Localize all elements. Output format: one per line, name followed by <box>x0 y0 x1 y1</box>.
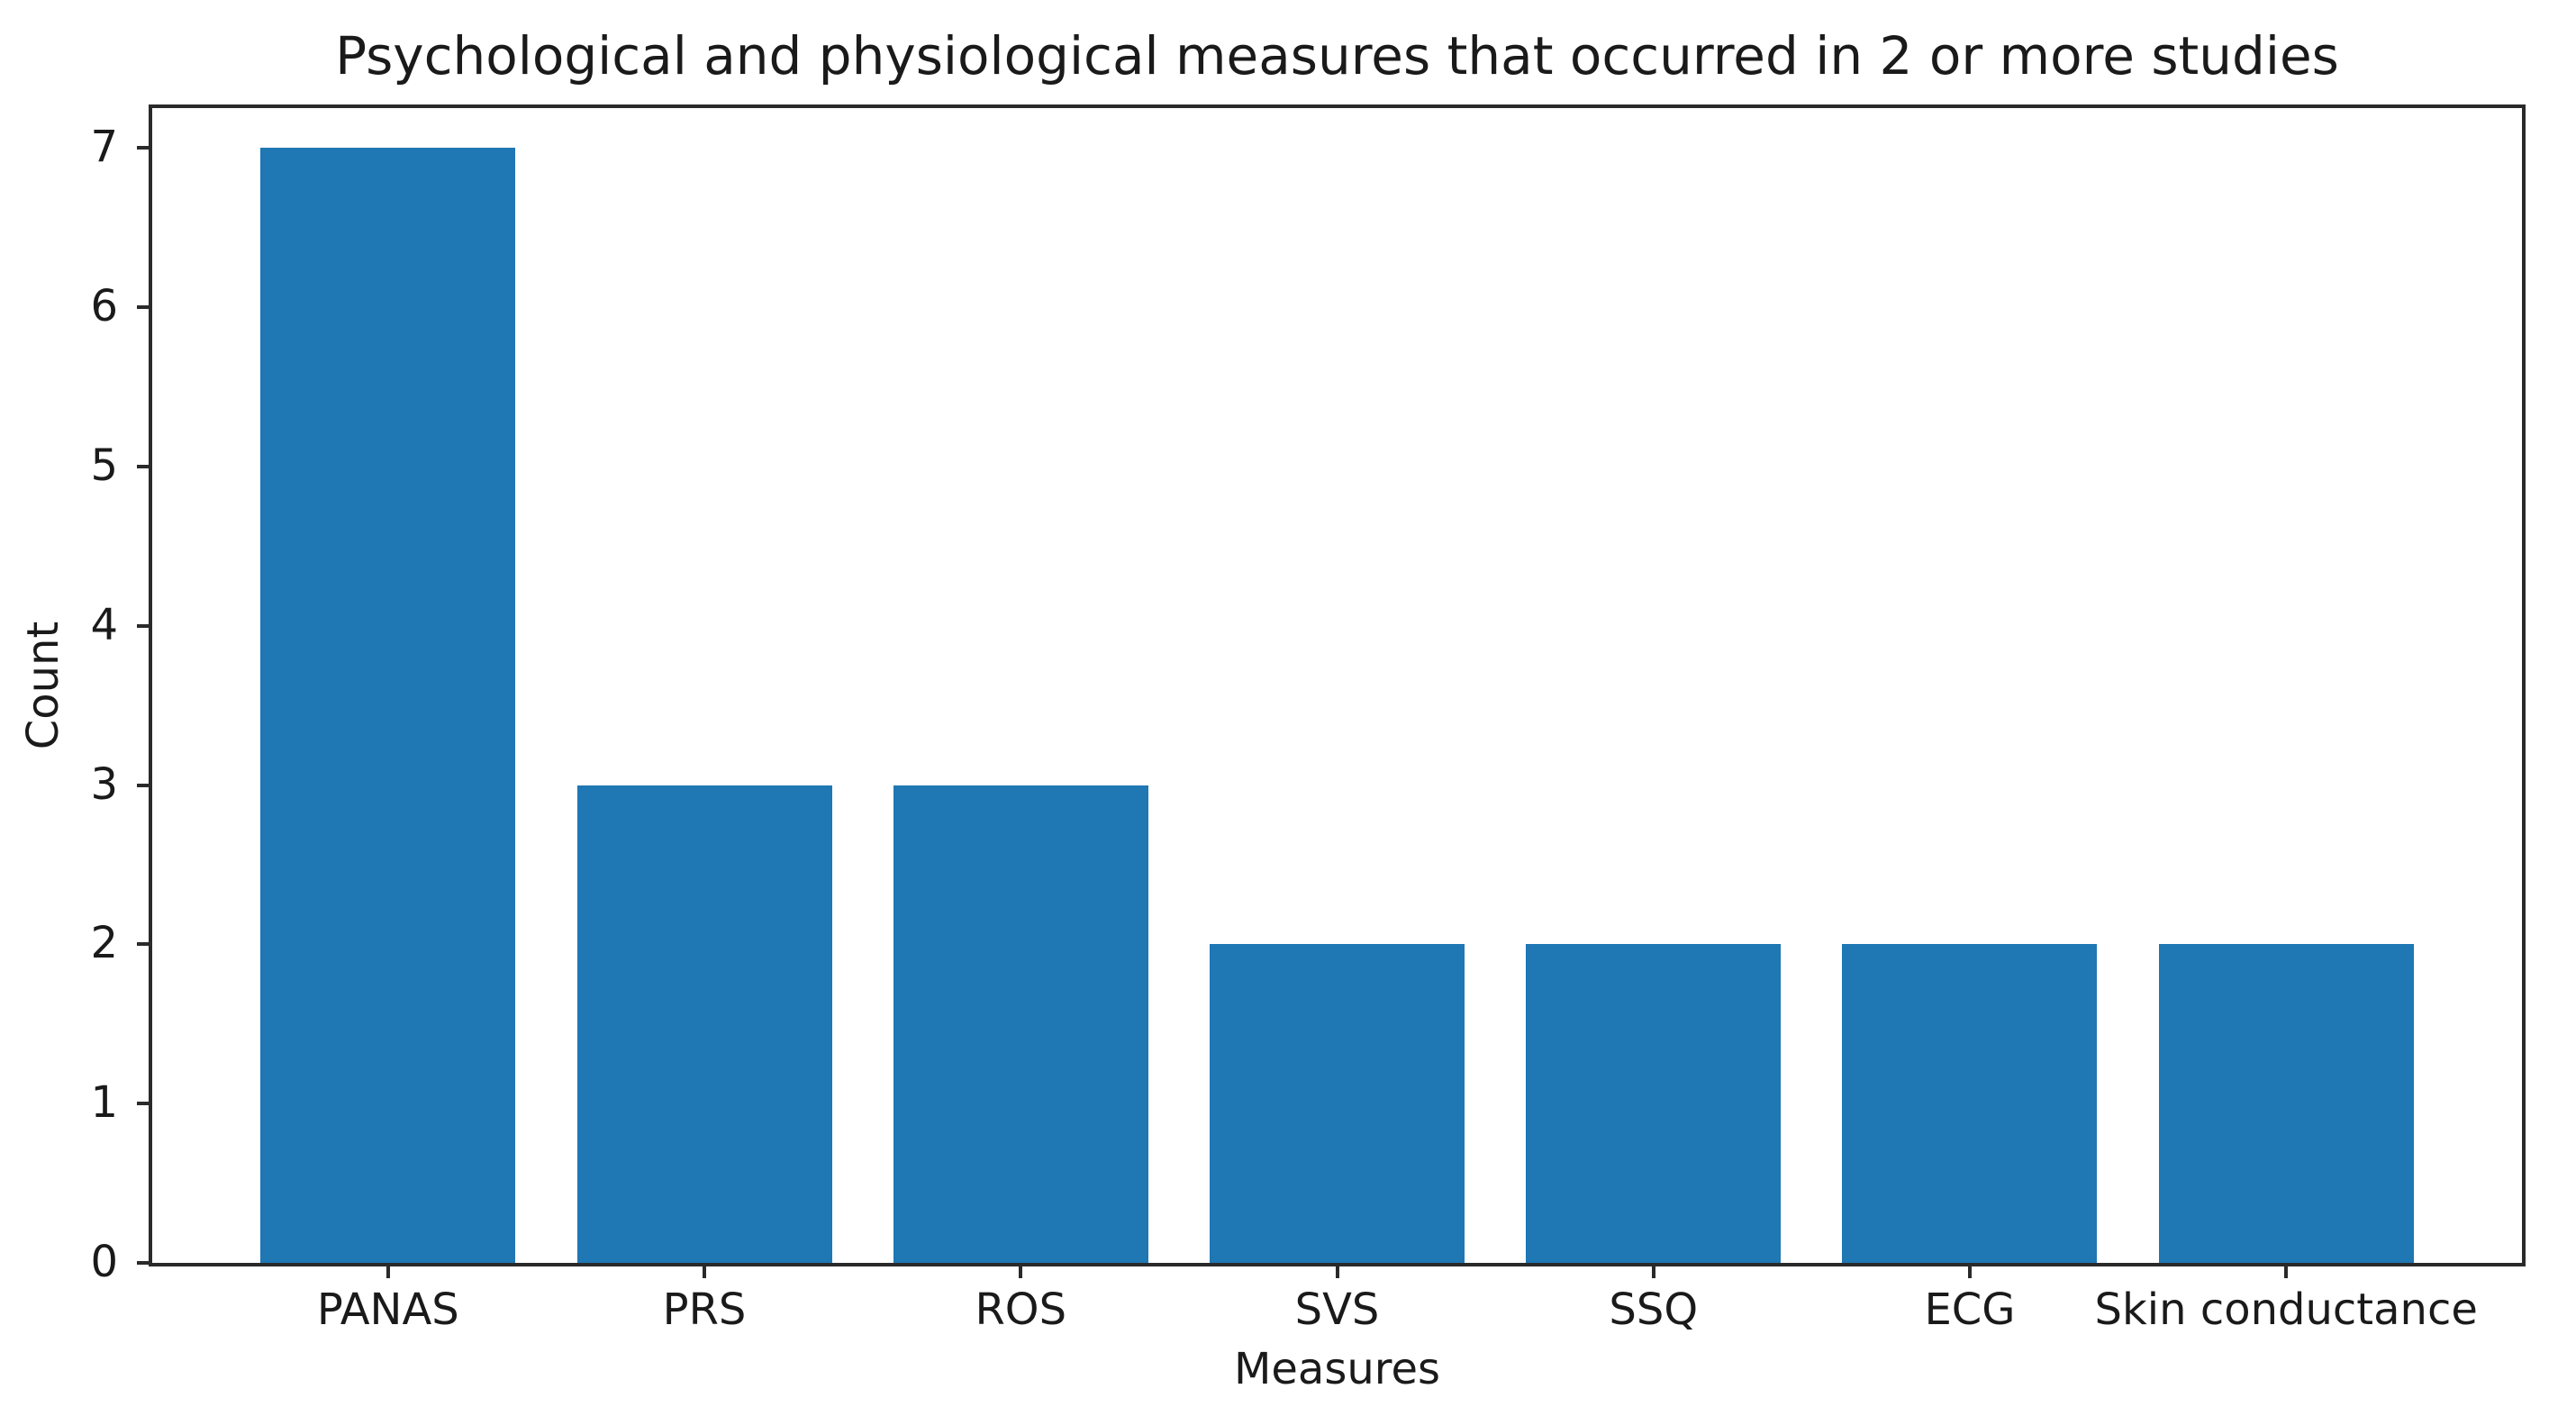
bar-ros <box>893 785 1148 1263</box>
x-tick-label: PRS <box>662 1284 747 1335</box>
x-tick-label: SSQ <box>1609 1284 1699 1335</box>
bar-ecg <box>1842 944 2097 1263</box>
y-tick-label: 1 <box>90 1077 118 1129</box>
x-tick-label: Skin conductance <box>2094 1284 2478 1335</box>
x-tick-mark <box>1336 1263 1339 1278</box>
y-tick-mark <box>137 305 152 310</box>
y-tick-label: 0 <box>90 1237 118 1288</box>
y-tick-mark <box>137 783 152 787</box>
bar-prs <box>577 785 832 1263</box>
y-axis-label: Count <box>18 621 68 750</box>
y-tick-label: 7 <box>90 122 118 173</box>
chart-title: Psychological and physiological measures… <box>335 25 2339 86</box>
x-tick-label: ROS <box>975 1284 1067 1335</box>
y-tick-mark <box>137 942 152 947</box>
x-axis-label: Measures <box>1233 1344 1440 1394</box>
y-tick-label: 5 <box>90 440 118 491</box>
x-tick-mark <box>1019 1263 1022 1278</box>
bar-ssq <box>1526 944 1781 1263</box>
y-tick-label: 2 <box>90 918 118 969</box>
y-tick-mark <box>137 1261 152 1265</box>
x-tick-mark <box>1652 1263 1655 1278</box>
bar-svs <box>1210 944 1465 1263</box>
bar-skin-conductance <box>2159 944 2414 1263</box>
y-tick-mark <box>137 146 152 150</box>
y-tick-mark <box>137 1102 152 1106</box>
y-tick-mark <box>137 464 152 468</box>
x-tick-mark <box>2284 1263 2288 1278</box>
y-tick-label: 3 <box>90 758 118 810</box>
y-tick-label: 4 <box>90 599 118 650</box>
bar-panas <box>260 148 515 1263</box>
x-tick-label: ECG <box>1924 1284 2016 1335</box>
x-tick-mark <box>703 1263 706 1278</box>
y-tick-mark <box>137 623 152 628</box>
x-tick-label: SVS <box>1294 1284 1380 1335</box>
x-tick-mark <box>1968 1263 1972 1278</box>
x-tick-label: PANAS <box>316 1284 459 1335</box>
x-tick-mark <box>386 1263 390 1278</box>
plot-area: 0 1 2 3 4 5 6 7 PANAS PRS ROS SVS SSQ ECG Skin conduct… <box>90 104 2526 1331</box>
y-tick-label: 6 <box>90 281 118 332</box>
